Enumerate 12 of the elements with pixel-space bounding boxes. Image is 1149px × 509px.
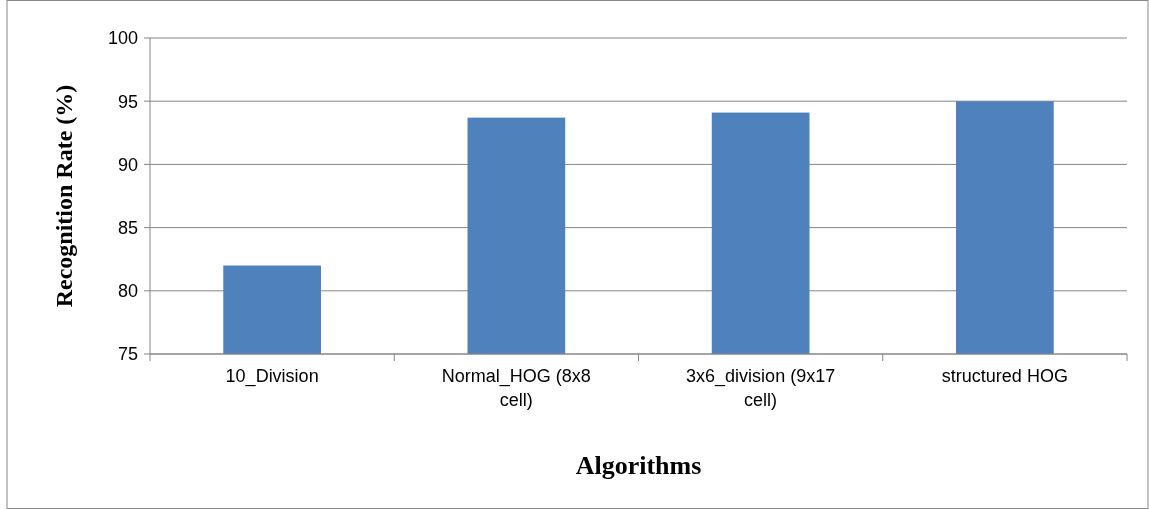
x-tick-label: structured HOG <box>941 366 1068 386</box>
y-tick-label: 95 <box>117 91 138 112</box>
y-tick-label: 85 <box>117 217 138 238</box>
y-tick-label: 80 <box>117 281 138 302</box>
y-tick-label: 75 <box>117 344 138 365</box>
x-tick-label: Normal_HOG (8x8 cell) <box>441 366 591 410</box>
x-axis-title: Algorithms <box>575 451 702 480</box>
x-tick-label: 10_Division <box>225 366 319 387</box>
x-tick-label: 3x6_division (9x17 cell) <box>686 366 836 410</box>
y-tick-label: 100 <box>107 28 138 49</box>
y-axis-title: Recognition Rate (%) <box>51 84 77 308</box>
y-tick-label: 90 <box>117 154 138 175</box>
